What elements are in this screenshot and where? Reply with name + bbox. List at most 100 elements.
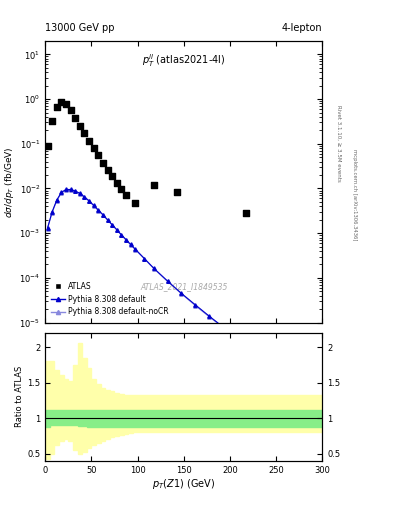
Pythia 8.308 default-noCR xyxy=(193,303,198,309)
Pythia 8.308 default xyxy=(119,232,124,238)
Pythia 8.308 default xyxy=(151,265,156,271)
ATLAS xyxy=(95,152,101,160)
ATLAS xyxy=(243,209,249,217)
Pythia 8.308 default-noCR xyxy=(87,198,92,204)
X-axis label: $p_T(Z1)$ (GeV): $p_T(Z1)$ (GeV) xyxy=(152,477,215,492)
Text: 4-lepton: 4-lepton xyxy=(282,23,322,33)
ATLAS xyxy=(123,191,129,200)
Pythia 8.308 default xyxy=(128,241,133,247)
ATLAS xyxy=(63,100,69,108)
Pythia 8.308 default-noCR xyxy=(179,291,184,297)
ATLAS xyxy=(118,185,125,194)
Pythia 8.308 default-noCR xyxy=(318,399,322,406)
Pythia 8.308 default xyxy=(54,197,59,203)
Pythia 8.308 default-noCR xyxy=(220,324,225,330)
Pythia 8.308 default xyxy=(124,237,129,243)
Pythia 8.308 default xyxy=(220,324,225,330)
Pythia 8.308 default xyxy=(110,222,114,228)
Pythia 8.308 default xyxy=(318,398,322,404)
Pythia 8.308 default-noCR xyxy=(96,207,101,214)
Pythia 8.308 default-noCR xyxy=(77,191,82,197)
Pythia 8.308 default-noCR xyxy=(272,365,276,371)
Pythia 8.308 default-noCR xyxy=(110,222,114,228)
Pythia 8.308 default-noCR xyxy=(68,187,73,193)
ATLAS xyxy=(132,199,138,207)
Pythia 8.308 default-noCR xyxy=(165,279,170,285)
ATLAS xyxy=(58,98,64,106)
Pythia 8.308 default xyxy=(272,364,276,370)
Pythia 8.308 default-noCR xyxy=(64,187,68,193)
Pythia 8.308 default-noCR xyxy=(45,226,50,232)
Pythia 8.308 default-noCR xyxy=(114,227,119,233)
ATLAS xyxy=(100,159,106,167)
Text: 13000 GeV pp: 13000 GeV pp xyxy=(45,23,115,33)
Pythia 8.308 default xyxy=(165,278,170,284)
Text: mcplots.cern.ch [arXiv:1306.3436]: mcplots.cern.ch [arXiv:1306.3436] xyxy=(352,149,357,240)
ATLAS xyxy=(86,137,92,145)
Pythia 8.308 default-noCR xyxy=(105,217,110,223)
Pythia 8.308 default-noCR xyxy=(128,242,133,248)
Pythia 8.308 default xyxy=(207,313,211,319)
Pythia 8.308 default-noCR xyxy=(151,265,156,271)
Pythia 8.308 default-noCR xyxy=(73,188,77,195)
Pythia 8.308 default-noCR xyxy=(207,314,211,320)
Pythia 8.308 default xyxy=(68,186,73,193)
ATLAS xyxy=(81,130,88,138)
Pythia 8.308 default-noCR xyxy=(82,195,87,201)
Y-axis label: $d\sigma/dp_T$ (fb/GeV): $d\sigma/dp_T$ (fb/GeV) xyxy=(4,146,17,218)
Pythia 8.308 default xyxy=(179,290,184,296)
Text: $p_T^{ll}$ (atlas2021-4l): $p_T^{ll}$ (atlas2021-4l) xyxy=(142,52,226,69)
Y-axis label: Ratio to ATLAS: Ratio to ATLAS xyxy=(15,366,24,428)
ATLAS xyxy=(77,122,83,130)
Pythia 8.308 default xyxy=(105,217,110,223)
ATLAS xyxy=(68,106,74,114)
Pythia 8.308 default xyxy=(142,255,147,262)
Pythia 8.308 default-noCR xyxy=(101,212,105,218)
ATLAS xyxy=(53,103,60,112)
Line: Pythia 8.308 default-noCR: Pythia 8.308 default-noCR xyxy=(46,188,322,404)
Pythia 8.308 default-noCR xyxy=(133,246,138,252)
Polygon shape xyxy=(45,344,322,459)
Pythia 8.308 default-noCR xyxy=(294,382,299,389)
Pythia 8.308 default-noCR xyxy=(142,256,147,262)
ATLAS xyxy=(105,166,111,174)
Pythia 8.308 default xyxy=(91,202,96,208)
Polygon shape xyxy=(45,410,322,426)
ATLAS xyxy=(151,181,157,189)
Text: Rivet 3.1.10, ≥ 3.5M events: Rivet 3.1.10, ≥ 3.5M events xyxy=(336,105,341,182)
Pythia 8.308 default xyxy=(87,198,92,204)
ATLAS xyxy=(109,172,115,180)
ATLAS xyxy=(49,117,55,125)
Pythia 8.308 default xyxy=(45,225,50,231)
Pythia 8.308 default xyxy=(82,194,87,200)
Pythia 8.308 default xyxy=(50,209,55,215)
Pythia 8.308 default xyxy=(133,246,138,252)
Pythia 8.308 default-noCR xyxy=(248,346,253,352)
Pythia 8.308 default xyxy=(77,190,82,197)
Pythia 8.308 default-noCR xyxy=(124,237,129,243)
Pythia 8.308 default-noCR xyxy=(235,335,239,342)
Pythia 8.308 default xyxy=(73,188,77,194)
Text: ATLAS_2021_I1849535: ATLAS_2021_I1849535 xyxy=(140,283,228,292)
Pythia 8.308 default xyxy=(101,211,105,218)
Pythia 8.308 default-noCR xyxy=(119,232,124,238)
Pythia 8.308 default xyxy=(248,345,253,351)
Pythia 8.308 default-noCR xyxy=(50,209,55,216)
Pythia 8.308 default xyxy=(235,335,239,341)
Pythia 8.308 default xyxy=(294,382,299,388)
ATLAS xyxy=(174,187,180,196)
Line: Pythia 8.308 default: Pythia 8.308 default xyxy=(46,188,322,403)
ATLAS xyxy=(114,179,120,187)
Pythia 8.308 default xyxy=(114,227,119,233)
Pythia 8.308 default xyxy=(59,189,64,196)
Pythia 8.308 default xyxy=(64,186,68,193)
Pythia 8.308 default xyxy=(96,207,101,213)
ATLAS xyxy=(72,114,78,122)
Pythia 8.308 default-noCR xyxy=(91,203,96,209)
Pythia 8.308 default xyxy=(193,302,198,308)
ATLAS xyxy=(44,142,51,150)
Pythia 8.308 default-noCR xyxy=(54,198,59,204)
Pythia 8.308 default-noCR xyxy=(59,190,64,196)
ATLAS xyxy=(90,144,97,152)
Legend: ATLAS, Pythia 8.308 default, Pythia 8.308 default-noCR: ATLAS, Pythia 8.308 default, Pythia 8.30… xyxy=(49,280,171,319)
